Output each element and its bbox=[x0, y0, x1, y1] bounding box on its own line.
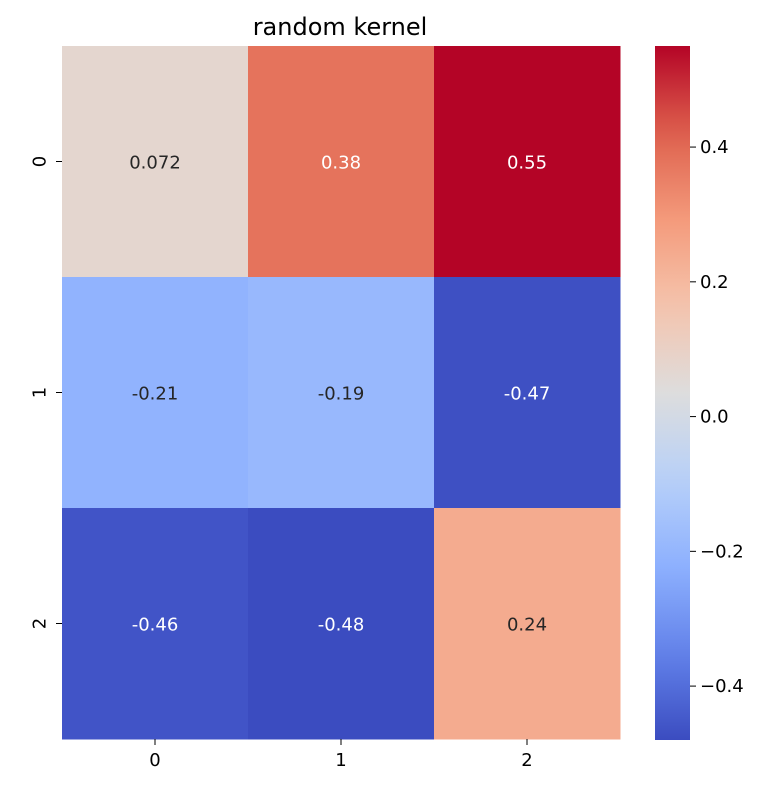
heatmap-cell-r0-c1 bbox=[248, 46, 435, 278]
x-tick-label-1: 1 bbox=[335, 750, 346, 771]
chart-title: random kernel bbox=[253, 13, 428, 41]
colorbar-tick-label-4: −0.4 bbox=[700, 676, 744, 697]
x-axis: 0 1 2 bbox=[149, 739, 533, 771]
heatmap-cell-r2-c1 bbox=[248, 508, 435, 740]
cell-annotations: 0.072 0.38 0.55 -0.21 -0.19 -0.47 -0.46 -0.48 0.… bbox=[129, 153, 550, 636]
y-axis: 0 1 2 bbox=[30, 156, 62, 629]
heatmap-cell-r1-c0 bbox=[62, 277, 249, 509]
colorbar-tick-label-0: 0.4 bbox=[700, 137, 729, 158]
heatmap-cell-r2-c0 bbox=[62, 508, 249, 740]
cell-label-r2-c2: 0.24 bbox=[507, 615, 547, 636]
heatmap-cell-r0-c2 bbox=[434, 46, 621, 278]
cell-label-r0-c2: 0.55 bbox=[507, 153, 547, 174]
cell-label-r0-c1: 0.38 bbox=[321, 153, 361, 174]
colorbar-gradient bbox=[655, 46, 690, 740]
x-tick-label-2: 2 bbox=[521, 750, 532, 771]
y-tick-label-2: 2 bbox=[30, 618, 51, 629]
colorbar-tick-label-1: 0.2 bbox=[700, 272, 729, 293]
cell-label-r1-c2: -0.47 bbox=[504, 384, 551, 405]
cell-label-r1-c0: -0.21 bbox=[132, 384, 179, 405]
x-tick-label-0: 0 bbox=[149, 750, 160, 771]
colorbar-tick-label-3: −0.2 bbox=[700, 541, 744, 562]
heatmap-cell-r1-c1 bbox=[248, 277, 435, 509]
colorbar-tick-label-2: 0.0 bbox=[700, 407, 729, 428]
y-tick-label-0: 0 bbox=[30, 156, 51, 167]
y-tick-label-1: 1 bbox=[30, 387, 51, 398]
cell-label-r0-c0: 0.072 bbox=[129, 153, 181, 174]
heatmap-cell-r1-c2 bbox=[434, 277, 621, 509]
heatmap-cell-r2-c2 bbox=[434, 508, 621, 740]
colorbar: 0.4 0.2 0.0 −0.2 −0.4 bbox=[655, 46, 744, 740]
cell-label-r2-c1: -0.48 bbox=[318, 615, 365, 636]
cell-label-r1-c1: -0.19 bbox=[318, 384, 365, 405]
cell-label-r2-c0: -0.46 bbox=[132, 615, 179, 636]
heatmap-cell-r0-c0 bbox=[62, 46, 249, 278]
heatmap-cells bbox=[62, 46, 621, 740]
